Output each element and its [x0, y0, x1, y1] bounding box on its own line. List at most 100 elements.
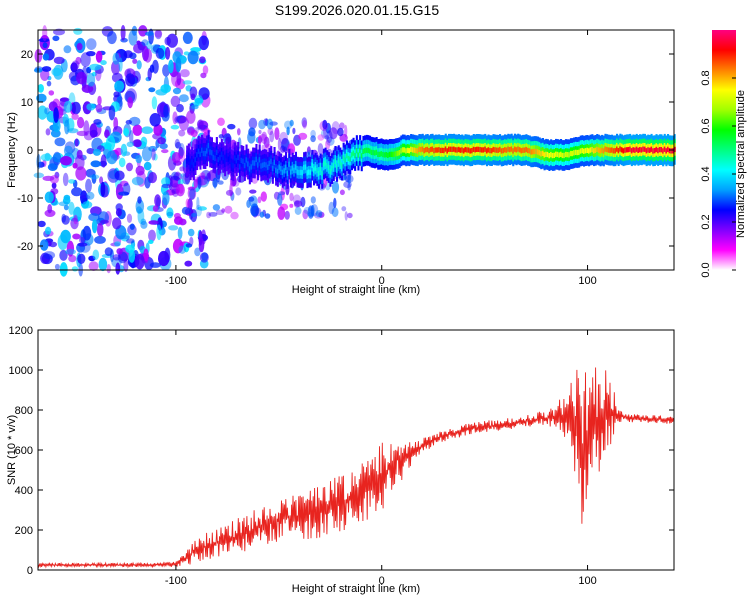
spectrogram-noise-blob — [125, 119, 132, 125]
spectrogram-noise-blob — [277, 206, 286, 220]
spectrogram-noise-blob — [302, 119, 307, 129]
spectrogram-ridge-cell — [579, 148, 582, 154]
spectrogram-noise-blob — [54, 137, 66, 147]
spectrogram-ridge-cell — [362, 148, 365, 154]
spectrogram-noise-blob — [126, 213, 133, 223]
spectrogram-ridge-cell — [326, 162, 329, 169]
spectrogram-noise-blob — [86, 148, 95, 155]
spectrogram-ridge-cell — [405, 148, 408, 154]
spectrogram-ridge-cell — [563, 152, 566, 159]
spectrogram-ridge-cell — [538, 150, 541, 156]
spectrogram-noise-blob — [135, 154, 143, 164]
spectrogram-noise-blob — [162, 64, 170, 77]
spectrogram-noise-blob — [123, 259, 129, 272]
spectrogram-ridge-cell — [635, 146, 638, 152]
spectrogram-noise-blob — [168, 225, 179, 231]
spectrogram-ridge-cell — [487, 147, 490, 153]
spectrogram-noise-blob — [289, 119, 294, 127]
spectrogram-ridge-cell — [202, 150, 205, 157]
spectrogram-noise-blob — [88, 261, 99, 271]
spectrogram-noise-blob — [68, 201, 75, 215]
spectrogram-noise-blob — [104, 247, 113, 256]
spectrogram-ridge-cell — [285, 164, 288, 170]
spectrogram-ridge-cell — [214, 155, 217, 161]
spectrogram-ridge-cell — [477, 146, 480, 152]
spectrogram-ridge-cell — [210, 150, 213, 156]
spectrogram-noise-blob — [183, 51, 190, 56]
spectrogram-noise-blob — [120, 25, 126, 41]
spectrogram-ridge-cell — [476, 146, 479, 152]
spectrogram-ridge-cell — [517, 146, 520, 152]
spectrogram-ridge-cell — [350, 152, 353, 158]
spectrogram-noise-blob — [141, 126, 153, 134]
spectrogram-ridge-cell — [232, 163, 235, 169]
spectrogram-ridge-cell — [306, 170, 309, 176]
spectrogram-ridge-cell — [406, 147, 409, 153]
spectrogram-noise-blob — [250, 205, 260, 217]
spectrogram-noise-blob — [88, 213, 100, 222]
spectrogram-noise-blob — [100, 60, 107, 66]
spectrogram-noise-blob — [96, 222, 104, 237]
spectrogram-noise-blob — [197, 119, 205, 130]
spectrogram-ridge-cell — [568, 152, 571, 158]
spectrogram-ridge-cell — [555, 151, 558, 157]
spectrogram-noise-blob — [76, 71, 87, 85]
spectrogram-ridge-cell — [527, 147, 530, 154]
spectrogram-ridge-cell — [332, 163, 335, 169]
snr-y-label: SNR (10 * v/v) — [6, 415, 18, 485]
spectrogram-ridge-cell — [665, 148, 668, 154]
spectrogram-noise-blob — [289, 192, 294, 202]
spectrogram-ridge-cell — [474, 147, 477, 153]
spectrogram-noise-blob — [149, 113, 161, 127]
spectrogram-ridge-cell — [209, 149, 212, 155]
spectrogram-noise-blob — [166, 33, 178, 48]
chart-title: S199.2026.020.01.15.G15 — [275, 2, 439, 18]
spectrogram-ridge-cell — [556, 151, 559, 158]
spectrogram-ridge-cell — [359, 147, 362, 154]
x-tick-label: 0 — [379, 275, 385, 287]
spectrogram-ridge-cell — [550, 152, 553, 158]
spectrogram-ridge-cell — [513, 146, 516, 152]
spectrogram-noise-blob — [259, 211, 265, 218]
spectrogram-ridge-cell — [658, 147, 661, 153]
colorbar-tick-label: 0.2 — [700, 214, 712, 229]
spectrogram-ridge-cell — [536, 149, 539, 155]
spectrogram-noise-blob — [329, 127, 338, 140]
spectrogram-noise-blob — [154, 29, 163, 38]
spectrogram-noise-blob — [227, 123, 236, 130]
spectrogram-noise-blob — [324, 135, 330, 140]
spectrogram-noise-blob — [258, 119, 266, 130]
spectrogram-noise-blob — [178, 129, 186, 137]
spectrogram-noise-blob — [248, 117, 258, 130]
spectrogram-ridge-cell — [494, 147, 497, 153]
spectrogram-noise-blob — [76, 130, 88, 137]
spectrogram-ridge-cell — [194, 157, 197, 163]
spectrogram-ridge-cell — [390, 151, 393, 157]
spectrogram-ridge-cell — [196, 152, 199, 158]
spectrogram-ridge-cell — [314, 165, 317, 171]
spectrogram-ridge-cell — [535, 148, 538, 155]
spectrogram-ridge-cell — [334, 158, 337, 164]
spectrogram-ridge-cell — [271, 165, 274, 172]
spectrogram-noise-blob — [315, 210, 323, 218]
spectrogram-noise-blob — [126, 238, 135, 244]
spectrogram-ridge-cell — [398, 150, 401, 156]
spectrogram-noise-blob — [92, 249, 100, 261]
spectrogram-ridge-cell — [324, 160, 327, 166]
y-tick-label: 1000 — [9, 365, 33, 377]
spectrogram-noise-blob — [36, 154, 41, 170]
spectrogram-ridge-cell — [238, 164, 241, 170]
spectrogram-noise-blob — [187, 198, 193, 210]
colorbar: 0.0 0.2 0.4 0.6 0.8 Normalized spectral ampl… — [700, 30, 747, 278]
spectrogram-noise-blob — [45, 226, 52, 235]
spectrogram-ridge-cell — [413, 147, 416, 153]
spectrogram-ridge-cell — [614, 148, 617, 154]
spectrogram-ridge-cell — [298, 169, 301, 176]
spectrogram-ridge-cell — [425, 147, 428, 153]
spectrogram-ridge-cell — [530, 149, 533, 155]
spectrogram-noise-blob — [235, 187, 242, 196]
spectrogram-noise-blob — [302, 209, 309, 220]
spectrogram-ridge-cell — [502, 148, 505, 154]
spectrogram-ridge-cell — [207, 142, 210, 149]
spectrogram-noise-blob — [47, 163, 58, 172]
